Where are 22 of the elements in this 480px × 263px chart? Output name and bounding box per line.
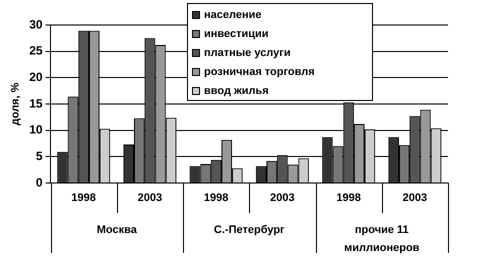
x-tick-label: 2003	[138, 192, 162, 204]
y-tick-label: 30	[29, 17, 43, 32]
text: Москва	[96, 224, 138, 236]
x-tick-label: 1998	[71, 192, 96, 204]
y-tick-label: 15	[29, 96, 43, 110]
x-tick-label: 2003	[270, 192, 295, 204]
text: С.-Петербург	[214, 224, 286, 236]
y-axis-title: доля, %	[10, 82, 22, 126]
legend-label: платные услуги	[204, 47, 291, 60]
y-tick-label: 25	[29, 44, 43, 58]
legend-label: розничная торговля	[204, 66, 315, 78]
legend-label: инвестиции	[204, 28, 269, 40]
y-tick-label: 0	[36, 175, 43, 190]
legend-label: население	[204, 9, 262, 22]
y-tick-label: 10	[29, 122, 43, 137]
text: прочие 11 миллионеров	[344, 224, 420, 254]
y-tick-label: 20	[29, 70, 43, 84]
x-tick-label: 2003	[402, 192, 428, 204]
y-tick-label: 5	[36, 148, 43, 163]
x-tick-label: 1998	[336, 192, 361, 204]
legend-label: ввод жилья	[204, 85, 269, 98]
x-tick-label: 1998	[204, 192, 228, 204]
